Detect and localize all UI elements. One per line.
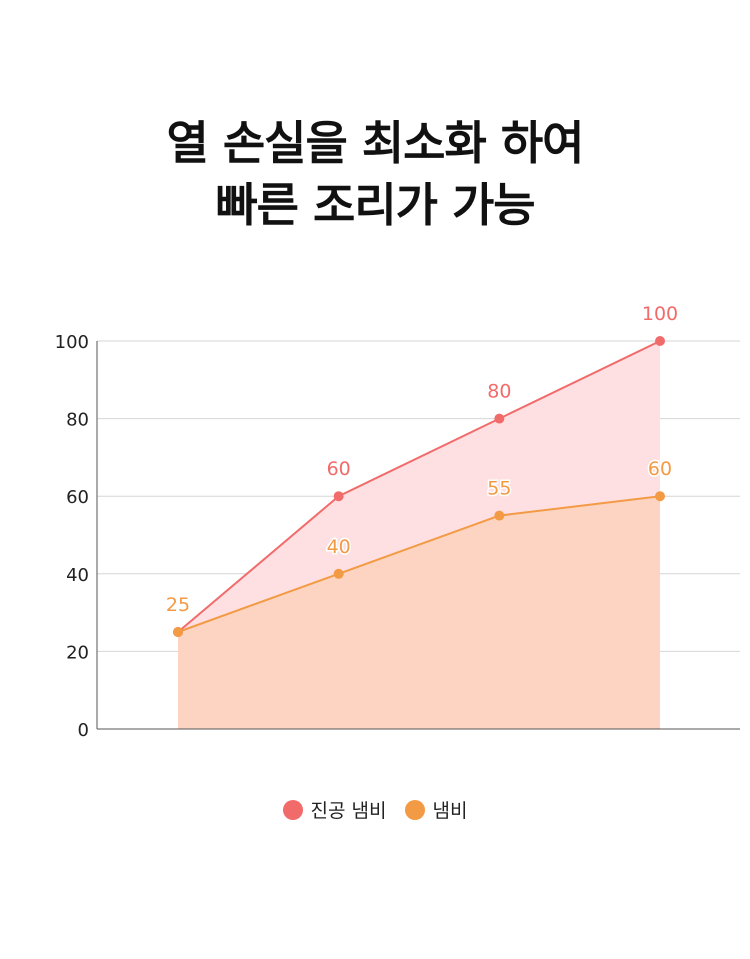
y-tick-label-5: 100: [55, 332, 89, 353]
point-series-1-3: [655, 336, 666, 346]
legend-marker-series-1: [282, 799, 303, 820]
data-label-series-1-1: 60: [327, 458, 351, 480]
data-label-series-2-3: 60: [648, 458, 672, 480]
title-line-1: 열 손실을 최소화 하여: [166, 116, 585, 170]
legend-label-series-2: 냄비: [432, 800, 468, 822]
point-series-2-3: [655, 491, 666, 502]
point-series-1-1: [333, 491, 344, 502]
data-label-series-2-1: 40: [327, 536, 351, 558]
y-tick-label-2: 40: [66, 565, 89, 586]
legend-item-series-2[interactable]: 냄비: [404, 796, 468, 823]
data-label-series-1-3: 100: [642, 303, 678, 325]
y-tick-label-0: 0: [78, 720, 89, 741]
title-line-2: 빠른 조리가 가능: [215, 178, 535, 232]
point-series-2-2: [494, 510, 505, 521]
y-tick-label-1: 20: [66, 642, 89, 663]
area-series-2: [178, 496, 661, 729]
legend-item-series-1[interactable]: 진공 냄비: [282, 796, 387, 823]
legend-marker-series-2: [404, 799, 425, 820]
data-label-series-2-2: 55: [487, 478, 511, 500]
y-tick-label-3: 60: [66, 487, 89, 508]
page-title: 열 손실을 최소화 하여 빠른 조리가 가능: [0, 112, 750, 236]
data-label-series-2-0: 25: [166, 594, 190, 616]
point-series-2-1: [333, 568, 344, 579]
chart-legend: 진공 냄비 냄비: [0, 796, 750, 823]
line-series-1: [177, 340, 661, 633]
data-label-series-1-2: 80: [487, 381, 511, 403]
line-series-2: [177, 495, 661, 633]
point-series-1-2: [494, 413, 505, 424]
legend-label-series-1: 진공 냄비: [310, 800, 387, 822]
area-chart: 0 20 40 60 80 100 60 80 100 25 40 55 60: [55, 302, 740, 741]
point-series-2-0: [173, 627, 183, 637]
y-tick-label-4: 80: [66, 410, 89, 431]
